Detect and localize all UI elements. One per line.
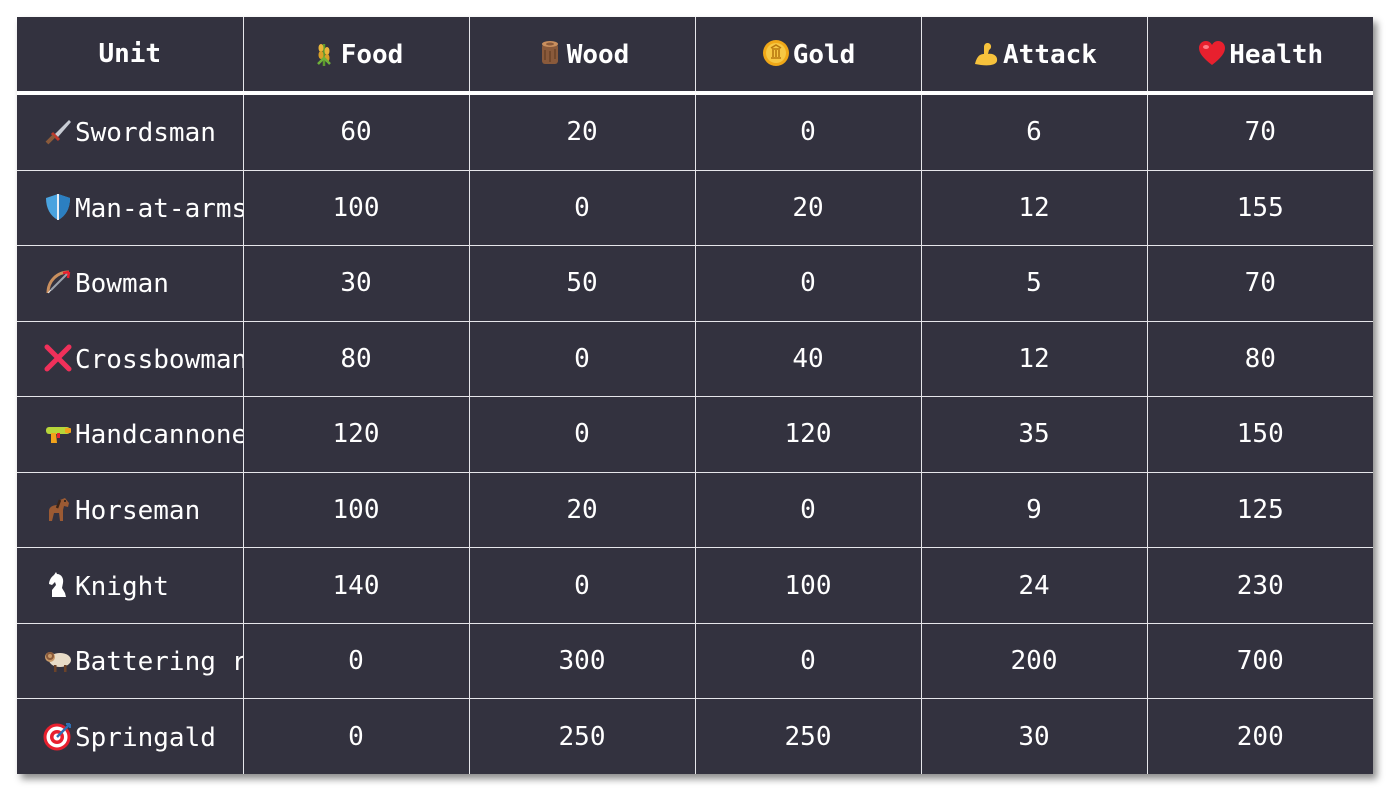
wood-cell: 0 [468, 320, 696, 398]
gold-cell: 0 [694, 471, 922, 549]
wood-cell: 20 [468, 471, 696, 549]
flexed-arm-icon [971, 38, 1001, 68]
gold-cell: 100 [694, 547, 922, 624]
table-row: Knight 140 0 100 24 230 [17, 547, 1373, 624]
food-cell: 140 [242, 547, 470, 624]
table-row: Bowman 30 50 0 5 70 [17, 245, 1373, 322]
wood-cell: 0 [468, 169, 696, 247]
header-gold: Gold [694, 17, 922, 95]
cross-mark-icon [43, 343, 73, 373]
table-row: Battering ram 0 300 0 200 700 [17, 622, 1373, 700]
food-cell: 60 [242, 92, 470, 171]
header-unit: Unit [17, 17, 244, 95]
health-cell: 155 [1146, 169, 1373, 247]
food-cell: 0 [242, 622, 470, 700]
header-wood: Wood [468, 17, 696, 95]
dagger-icon [43, 116, 73, 146]
table-row: Springald 0 250 250 30 200 [17, 698, 1373, 774]
shield-icon [43, 192, 73, 222]
wood-cell: 20 [468, 92, 696, 171]
health-cell: 125 [1146, 471, 1373, 549]
unit-name-cell: Man-at-arms [17, 169, 244, 247]
table-row: Crossbowman 80 0 40 12 80 [17, 320, 1373, 398]
unit-name-cell: Bowman [17, 245, 244, 322]
wheat-icon [309, 38, 339, 68]
attack-cell: 200 [920, 622, 1148, 700]
gold-cell: 0 [694, 245, 922, 322]
header-food: Food [242, 17, 470, 95]
food-cell: 100 [242, 471, 470, 549]
food-cell: 80 [242, 320, 470, 398]
wood-cell: 0 [468, 396, 696, 473]
unit-name-cell: Swordsman [17, 92, 244, 171]
food-cell: 120 [242, 396, 470, 473]
gold-cell: 0 [694, 622, 922, 700]
unit-name-cell: Battering ram [17, 622, 244, 700]
gold-cell: 250 [694, 698, 922, 774]
gold-cell: 40 [694, 320, 922, 398]
table-row: Horseman 100 20 0 9 125 [17, 471, 1373, 549]
unit-name-cell: Springald [17, 698, 244, 774]
health-cell: 70 [1146, 245, 1373, 322]
header-health: Health [1146, 17, 1373, 95]
unit-name-cell: Handcannoneer [17, 396, 244, 473]
food-cell: 30 [242, 245, 470, 322]
attack-cell: 12 [920, 169, 1148, 247]
unit-name-cell: Knight [17, 547, 244, 624]
attack-cell: 24 [920, 547, 1148, 624]
attack-cell: 5 [920, 245, 1148, 322]
header-attack: Attack [920, 17, 1148, 95]
chess-knight-icon [43, 570, 73, 600]
attack-cell: 9 [920, 471, 1148, 549]
gold-cell: 120 [694, 396, 922, 473]
wood-cell: 50 [468, 245, 696, 322]
table-row: Man-at-arms 100 0 20 12 155 [17, 169, 1373, 247]
health-cell: 70 [1146, 92, 1373, 171]
heart-icon [1197, 38, 1227, 68]
gold-cell: 0 [694, 92, 922, 171]
horse-icon [43, 494, 73, 524]
unit-name-cell: Horseman [17, 471, 244, 549]
health-cell: 700 [1146, 622, 1373, 700]
attack-cell: 35 [920, 396, 1148, 473]
health-cell: 230 [1146, 547, 1373, 624]
ram-icon [43, 645, 73, 675]
table-row: Handcannoneer 120 0 120 35 150 [17, 396, 1373, 473]
attack-cell: 30 [920, 698, 1148, 774]
attack-cell: 12 [920, 320, 1148, 398]
gold-cell: 20 [694, 169, 922, 247]
unit-name-cell: Crossbowman [17, 320, 244, 398]
header-row: Unit Food Wood Gold Attack Health [17, 17, 1373, 95]
health-cell: 150 [1146, 396, 1373, 473]
wood-cell: 0 [468, 547, 696, 624]
table-row: Swordsman 60 20 0 6 70 [17, 92, 1373, 171]
gold-coin-icon [761, 38, 791, 68]
bullseye-icon [43, 721, 73, 751]
health-cell: 200 [1146, 698, 1373, 774]
food-cell: 100 [242, 169, 470, 247]
attack-cell: 6 [920, 92, 1148, 171]
bow-and-arrow-icon [43, 267, 73, 297]
health-cell: 80 [1146, 320, 1373, 398]
wood-cell: 250 [468, 698, 696, 774]
water-pistol-icon [43, 418, 73, 448]
wood-log-icon [535, 38, 565, 68]
food-cell: 0 [242, 698, 470, 774]
wood-cell: 300 [468, 622, 696, 700]
unit-stats-table: Unit Food Wood Gold Attack Health Swords… [17, 17, 1373, 774]
